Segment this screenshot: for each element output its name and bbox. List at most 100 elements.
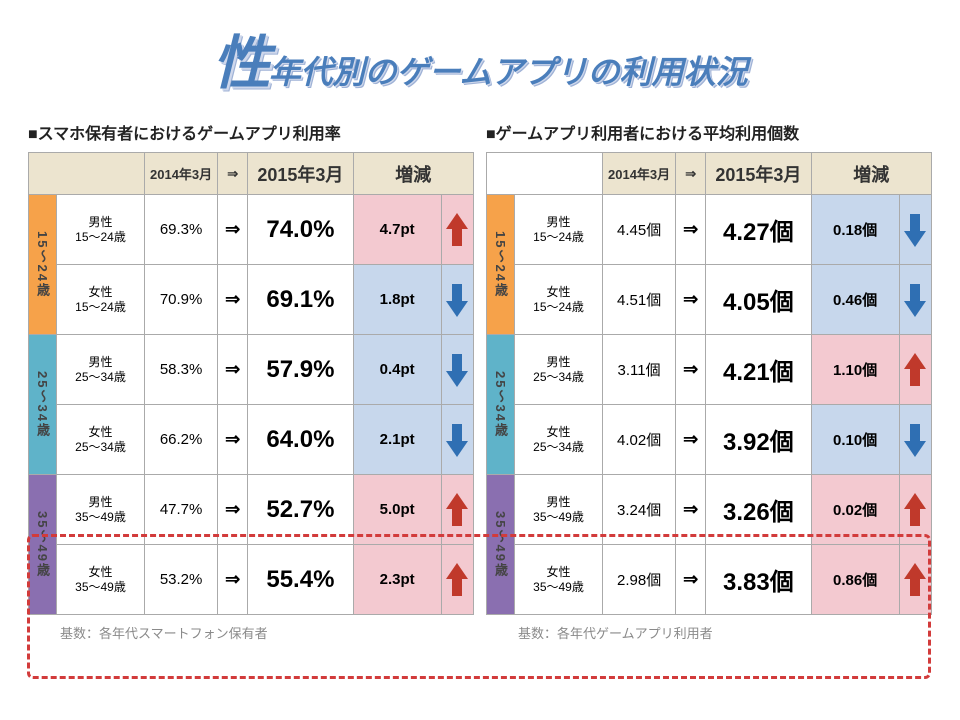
seg-m25: 男性25〜34歳 bbox=[56, 335, 144, 405]
up-arrow-icon bbox=[441, 475, 473, 545]
v1-m15: 69.3% bbox=[145, 195, 218, 265]
chg-m25: 0.4pt bbox=[353, 335, 441, 405]
v2-f25: 3.92個 bbox=[706, 405, 811, 475]
arrow-cell: ⇒ bbox=[218, 195, 248, 265]
chg-m35: 0.02個 bbox=[811, 475, 899, 545]
v2-m15: 74.0% bbox=[248, 195, 353, 265]
arrow-cell: ⇒ bbox=[676, 195, 706, 265]
chg-f15: 0.46個 bbox=[811, 265, 899, 335]
seg-f25: 女性25〜34歳 bbox=[514, 405, 602, 475]
seg-m25: 男性25〜34歳 bbox=[514, 335, 602, 405]
up-arrow-icon bbox=[441, 195, 473, 265]
v2-f35: 55.4% bbox=[248, 545, 353, 615]
up-arrow-icon bbox=[899, 335, 931, 405]
down-arrow-icon bbox=[899, 195, 931, 265]
v1-f25: 66.2% bbox=[145, 405, 218, 475]
v1-f35: 53.2% bbox=[145, 545, 218, 615]
seg-f25: 女性25〜34歳 bbox=[56, 405, 144, 475]
v2-f35: 3.83個 bbox=[706, 545, 811, 615]
seg-f15: 女性15〜24歳 bbox=[514, 265, 602, 335]
seg-m15: 男性15〜24歳 bbox=[514, 195, 602, 265]
v2-m35: 52.7% bbox=[248, 475, 353, 545]
v2-m25: 57.9% bbox=[248, 335, 353, 405]
page-title: 性年代別のゲームアプリの利用状況 bbox=[0, 16, 960, 100]
seg-f35: 女性35〜49歳 bbox=[514, 545, 602, 615]
arrow-cell: ⇒ bbox=[218, 405, 248, 475]
up-arrow-icon bbox=[441, 545, 473, 615]
v1-m25: 58.3% bbox=[145, 335, 218, 405]
th-2015: 2015年3月 bbox=[248, 153, 353, 195]
age-band-25-34: 25〜34歳 bbox=[29, 335, 57, 475]
arrow-cell: ⇒ bbox=[218, 265, 248, 335]
v1-f25: 4.02個 bbox=[603, 405, 676, 475]
v1-m35: 47.7% bbox=[145, 475, 218, 545]
subtitle-left: ■スマホ保有者におけるゲームアプリ利用率 bbox=[28, 120, 474, 144]
arrow-cell: ⇒ bbox=[676, 335, 706, 405]
table-usage-rate: 2014年3月 ⇒ 2015年3月 増減 15〜24歳 男性15〜24歳 69.… bbox=[28, 152, 474, 615]
arrow-cell: ⇒ bbox=[218, 335, 248, 405]
title-big-char: 性 bbox=[212, 31, 268, 96]
down-arrow-icon bbox=[899, 265, 931, 335]
down-arrow-icon bbox=[441, 405, 473, 475]
arrow-cell: ⇒ bbox=[218, 545, 248, 615]
seg-m35: 男性35〜49歳 bbox=[56, 475, 144, 545]
chg-m15: 4.7pt bbox=[353, 195, 441, 265]
footnote-right: 基数：各年代ゲームアプリ利用者 bbox=[486, 623, 932, 642]
seg-f35: 女性35〜49歳 bbox=[56, 545, 144, 615]
chg-m35: 5.0pt bbox=[353, 475, 441, 545]
v1-f15: 4.51個 bbox=[603, 265, 676, 335]
v1-f35: 2.98個 bbox=[603, 545, 676, 615]
age-band-15-24: 15〜24歳 bbox=[29, 195, 57, 335]
v2-f15: 4.05個 bbox=[706, 265, 811, 335]
arrow-cell: ⇒ bbox=[676, 265, 706, 335]
th-2014: 2014年3月 bbox=[603, 153, 676, 195]
panel-usage-rate: ■スマホ保有者におけるゲームアプリ利用率 2014年3月 ⇒ 2015年3月 増… bbox=[28, 120, 474, 642]
chg-f25: 0.10個 bbox=[811, 405, 899, 475]
seg-f15: 女性15〜24歳 bbox=[56, 265, 144, 335]
chg-f15: 1.8pt bbox=[353, 265, 441, 335]
down-arrow-icon bbox=[441, 335, 473, 405]
subtitle-right: ■ゲームアプリ利用者における平均利用個数 bbox=[486, 120, 932, 144]
down-arrow-icon bbox=[441, 265, 473, 335]
v2-f25: 64.0% bbox=[248, 405, 353, 475]
v2-f15: 69.1% bbox=[248, 265, 353, 335]
v1-m15: 4.45個 bbox=[603, 195, 676, 265]
chg-f25: 2.1pt bbox=[353, 405, 441, 475]
v2-m15: 4.27個 bbox=[706, 195, 811, 265]
v2-m25: 4.21個 bbox=[706, 335, 811, 405]
seg-m15: 男性15〜24歳 bbox=[56, 195, 144, 265]
chg-m15: 0.18個 bbox=[811, 195, 899, 265]
v2-m35: 3.26個 bbox=[706, 475, 811, 545]
seg-m35: 男性35〜49歳 bbox=[514, 475, 602, 545]
th-arrow: ⇒ bbox=[676, 153, 706, 195]
age-band-35-49: 35〜49歳 bbox=[29, 475, 57, 615]
arrow-cell: ⇒ bbox=[676, 405, 706, 475]
down-arrow-icon bbox=[899, 405, 931, 475]
th-arrow: ⇒ bbox=[218, 153, 248, 195]
panel-avg-count: ■ゲームアプリ利用者における平均利用個数 2014年3月 ⇒ 2015年3月 増… bbox=[486, 120, 932, 642]
chg-f35: 0.86個 bbox=[811, 545, 899, 615]
chg-m25: 1.10個 bbox=[811, 335, 899, 405]
up-arrow-icon bbox=[899, 545, 931, 615]
v1-m25: 3.11個 bbox=[603, 335, 676, 405]
arrow-cell: ⇒ bbox=[676, 475, 706, 545]
th-2014: 2014年3月 bbox=[145, 153, 218, 195]
v1-m35: 3.24個 bbox=[603, 475, 676, 545]
arrow-cell: ⇒ bbox=[676, 545, 706, 615]
title-rest: 年代別のゲームアプリの利用状況 bbox=[268, 54, 747, 90]
th-change: 増減 bbox=[811, 153, 931, 195]
table-corner bbox=[487, 153, 603, 195]
up-arrow-icon bbox=[899, 475, 931, 545]
footnote-left: 基数：各年代スマートフォン保有者 bbox=[28, 623, 474, 642]
age-band-25-34: 25〜34歳 bbox=[487, 335, 515, 475]
age-band-15-24: 15〜24歳 bbox=[487, 195, 515, 335]
v1-f15: 70.9% bbox=[145, 265, 218, 335]
table-corner bbox=[29, 153, 145, 195]
age-band-35-49: 35〜49歳 bbox=[487, 475, 515, 615]
th-change: 増減 bbox=[353, 153, 473, 195]
chg-f35: 2.3pt bbox=[353, 545, 441, 615]
th-2015: 2015年3月 bbox=[706, 153, 811, 195]
arrow-cell: ⇒ bbox=[218, 475, 248, 545]
table-avg-count: 2014年3月 ⇒ 2015年3月 増減 15〜24歳 男性15〜24歳 4.4… bbox=[486, 152, 932, 615]
panels: ■スマホ保有者におけるゲームアプリ利用率 2014年3月 ⇒ 2015年3月 増… bbox=[28, 120, 932, 642]
